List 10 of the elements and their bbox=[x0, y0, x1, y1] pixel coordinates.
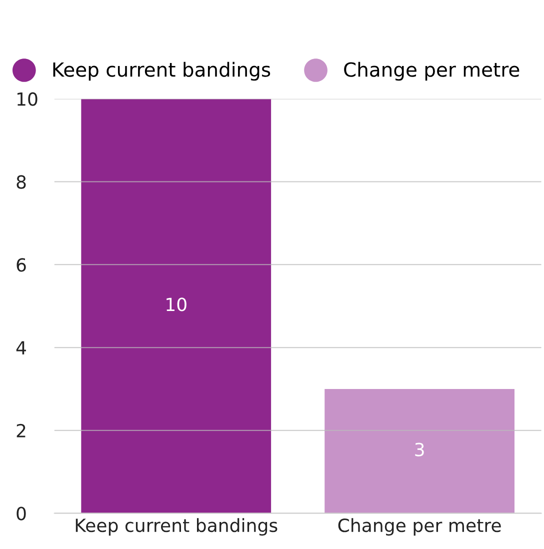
y-tick-label: 10 bbox=[17, 92, 38, 106]
y-tick-label: 6 bbox=[16, 258, 26, 272]
y-tick-label: 8 bbox=[16, 175, 26, 189]
y-tick-label: 0 bbox=[16, 506, 26, 520]
legend-label: Keep current bandings bbox=[53, 62, 270, 81]
y-tick-label: 4 bbox=[16, 341, 26, 354]
data-label: 10 bbox=[166, 298, 186, 312]
y-tick-label: 2 bbox=[16, 424, 26, 438]
legend-label: Change per metre bbox=[344, 62, 520, 81]
data-label: 3 bbox=[415, 442, 424, 456]
